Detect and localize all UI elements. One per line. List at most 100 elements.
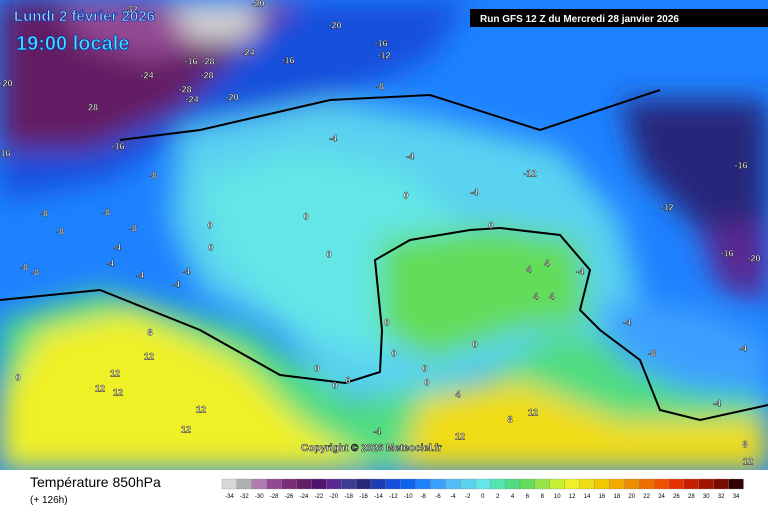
scale-swatch — [415, 478, 431, 490]
scale-label: 18 — [614, 494, 621, 500]
scale-label: -28 — [270, 494, 279, 500]
scale-label: -16 — [359, 494, 368, 500]
scale-label: 24 — [658, 494, 665, 500]
scale-label: -2 — [465, 494, 471, 500]
temperature-field — [0, 0, 768, 470]
contour-label: -4 — [329, 133, 337, 143]
contour-label: 4 — [544, 258, 549, 268]
contour-label: 0 — [314, 363, 319, 373]
contour-label: 12 — [144, 351, 154, 361]
contour-label: 4 — [533, 291, 538, 301]
contour-label: 12 — [110, 368, 120, 378]
contour-label: 12 — [743, 456, 753, 466]
scale-label: 0 — [481, 494, 485, 500]
scale-swatch — [311, 478, 327, 490]
scale-label: 22 — [643, 494, 650, 500]
contour-label: -8 — [376, 81, 384, 91]
scale-label: -12 — [389, 494, 398, 500]
contour-label: 12 — [113, 387, 123, 397]
scale-swatch — [653, 478, 670, 490]
contour-label: -8 — [648, 348, 656, 358]
scale-swatch — [698, 478, 714, 490]
scale-swatch — [534, 478, 550, 490]
scale-swatch — [430, 478, 446, 490]
scale-label: -6 — [435, 494, 441, 500]
legend-lead: (+ 126h) — [30, 495, 68, 506]
contour-label: -4 — [406, 151, 414, 161]
scale-swatch — [564, 478, 580, 490]
scale-swatch — [519, 478, 536, 490]
scale-swatch — [266, 478, 282, 490]
contour-label: 4 — [455, 389, 460, 399]
contour-label: 0 — [208, 242, 213, 252]
scale-swatch — [281, 478, 297, 490]
contour-label: 0 — [403, 190, 408, 200]
contour-label: -4 — [623, 317, 631, 327]
scale-label: 6 — [526, 494, 530, 500]
scale-swatch — [728, 478, 744, 490]
contour-label: 0 — [303, 211, 308, 221]
scale-swatch — [609, 478, 625, 490]
contour-label: 4 — [549, 291, 554, 301]
contour-label: -8 — [102, 207, 110, 217]
contour-label: -20 — [0, 78, 13, 88]
contour-label: -8 — [31, 267, 39, 277]
contour-label: -4 — [182, 266, 190, 276]
contour-label: 0 — [424, 377, 429, 387]
scale-label: -30 — [255, 494, 264, 500]
scale-label: -14 — [374, 494, 383, 500]
contour-label: 4 — [526, 264, 531, 274]
scale-label: -4 — [450, 494, 456, 500]
scale-label: 8 — [541, 494, 545, 500]
scale-label: 16 — [599, 494, 606, 500]
scale-label: 12 — [569, 494, 576, 500]
scale-label: 32 — [718, 494, 725, 500]
contour-label: 12 — [455, 431, 465, 441]
legend-title: Température 850hPa — [30, 474, 161, 490]
contour-label: 0 — [207, 220, 212, 230]
scale-swatch — [460, 478, 476, 490]
contour-label: -4 — [576, 266, 584, 276]
run-info: Run GFS 12 Z du Mercredi 28 janvier 2026 — [480, 14, 679, 25]
scale-swatch — [475, 478, 491, 490]
contour-label: 12 — [95, 383, 105, 393]
scale-label: 26 — [673, 494, 680, 500]
scale-swatch — [296, 478, 312, 490]
scale-swatch — [370, 478, 387, 490]
scale-label: -10 — [404, 494, 413, 500]
contour-label: 0 — [15, 372, 20, 382]
contour-label: -4 — [713, 398, 721, 408]
contour-label: -4 — [113, 242, 121, 252]
scale-label: 34 — [733, 494, 740, 500]
forecast-time: 19:00 locale — [16, 33, 129, 55]
contour-label: -8 — [129, 223, 137, 233]
forecast-date: Lundi 2 février 2026 — [14, 8, 155, 25]
scale-label: -8 — [420, 494, 426, 500]
scale-label: -34 — [225, 494, 234, 500]
contour-label: -16 — [184, 56, 197, 66]
contour-label: 8 — [147, 327, 152, 337]
run-banner — [470, 9, 768, 27]
contour-label: -8 — [56, 226, 64, 236]
contour-label: -16 — [281, 55, 294, 65]
scale-swatch — [504, 478, 521, 490]
color-scale: -34 -32 -30 -28 -26 -24 -22 -20 -18 -16 -14 -12 -10-… — [221, 478, 744, 500]
contour-label: -28 — [200, 70, 213, 80]
copyright: Copyright © 2026 Meteociel.fr — [301, 443, 442, 454]
contour-label: -12 — [523, 168, 536, 178]
scale-swatch — [236, 478, 252, 490]
contour-label: 0 — [332, 380, 337, 390]
scale-swatch — [341, 478, 357, 490]
contour-label: -4 — [470, 187, 478, 197]
scale-swatch — [385, 478, 401, 490]
scale-label: 30 — [703, 494, 710, 500]
legend-panel — [0, 470, 768, 512]
scale-label: 20 — [628, 494, 635, 500]
contour-label: -24 — [140, 70, 153, 80]
contour-label: 0 — [326, 249, 331, 259]
scale-label: -20 — [329, 494, 338, 500]
contour-label: 12 — [528, 407, 538, 417]
scale-swatch — [639, 478, 655, 490]
scale-label: -26 — [285, 494, 294, 500]
